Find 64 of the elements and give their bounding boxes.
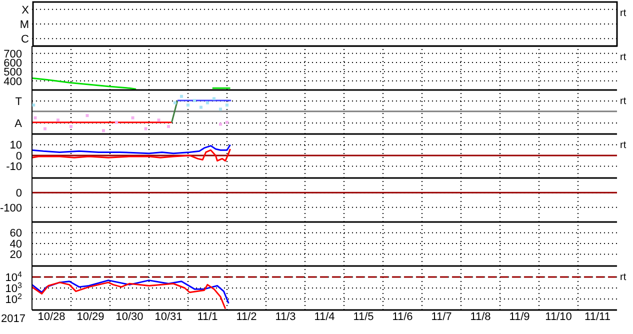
x-tick-label: 11/8 <box>470 311 491 323</box>
x-tick-label: 10/30 <box>116 311 144 323</box>
y-tick-label: -100 <box>0 202 22 214</box>
category-label: X <box>22 4 29 16</box>
x-tick-label: 11/1 <box>197 311 218 323</box>
point <box>32 104 36 107</box>
x-tick-label: 11/2 <box>236 311 257 323</box>
x-tick-label: 11/9 <box>509 311 530 323</box>
point <box>44 127 46 130</box>
x-tick-label: 11/6 <box>392 311 413 323</box>
point <box>157 118 160 122</box>
x-tick-label: 11/7 <box>431 311 452 323</box>
point <box>144 127 148 130</box>
x-tick-label: 11/5 <box>353 311 374 323</box>
point <box>219 108 222 111</box>
point <box>219 122 222 126</box>
point <box>56 118 60 122</box>
y-tick-label: 0 <box>16 188 22 200</box>
text: rt <box>620 52 626 63</box>
category-label: A <box>14 118 22 130</box>
x-axis-title: 2017 <box>1 313 26 325</box>
line-series <box>32 282 226 310</box>
y-tick-label: 0 <box>16 150 22 162</box>
point <box>186 104 190 107</box>
point <box>102 129 105 132</box>
text: rt <box>620 96 626 107</box>
x-tick-label: 11/10 <box>545 311 572 323</box>
point <box>180 94 183 98</box>
y-tick-label: 10 <box>10 140 22 152</box>
point <box>174 101 176 104</box>
point <box>70 124 72 128</box>
line-series <box>32 144 231 154</box>
point <box>167 124 170 128</box>
text: rt <box>620 272 626 283</box>
x-tick-label: 11/3 <box>275 311 296 323</box>
y-tick-label: 20 <box>10 249 22 262</box>
line-series <box>32 148 231 162</box>
point <box>131 116 134 120</box>
point <box>86 114 89 118</box>
y-tick-label: 600 <box>4 58 22 70</box>
point <box>200 106 202 109</box>
x-tick-label: 11/11 <box>584 311 610 323</box>
text: rt <box>620 8 626 19</box>
x-tick-label: 10/28 <box>38 311 66 323</box>
y-tick-label: 10$^{2}$ <box>5 292 23 306</box>
point <box>212 97 216 100</box>
x-tick-label: 10/29 <box>76 311 104 323</box>
category-label: T <box>15 96 22 108</box>
line-series <box>32 280 230 304</box>
point <box>115 120 118 124</box>
point <box>226 120 228 124</box>
point <box>226 104 228 107</box>
y-tick-label: 400 <box>4 76 22 88</box>
y-tick-label: -10 <box>6 161 22 174</box>
y-tick-label: 60 <box>10 228 22 240</box>
category-label: M <box>20 19 29 31</box>
point <box>193 99 196 102</box>
x-tick-label: 10/31 <box>154 311 182 323</box>
point <box>34 116 37 120</box>
point <box>206 101 209 104</box>
y-tick-label: 40 <box>10 238 22 250</box>
x-tick-label: 11/4 <box>314 311 335 323</box>
text: rt <box>620 140 626 151</box>
category-label: C <box>21 34 29 46</box>
